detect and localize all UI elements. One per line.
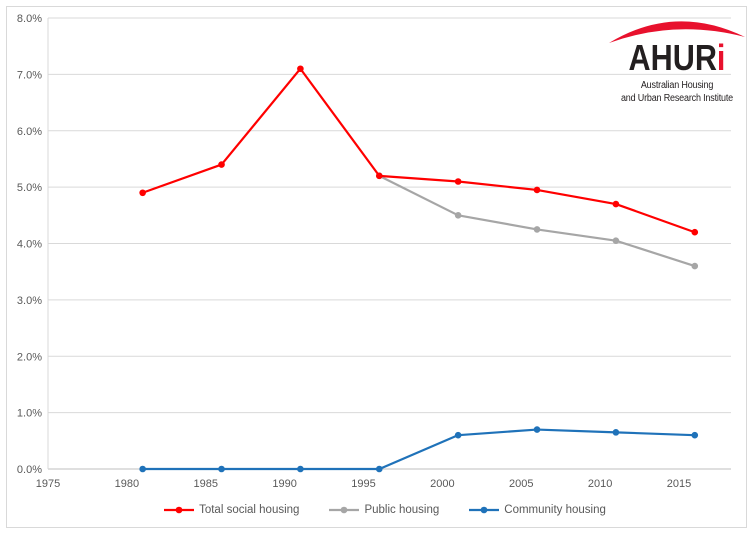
y-axis-tick-label: 1.0%	[17, 408, 42, 420]
x-axis-tick-label: 2010	[588, 478, 612, 490]
legend-label: Public housing	[364, 504, 440, 516]
y-axis-tick-label: 7.0%	[17, 69, 42, 81]
logo-arc-icon	[609, 21, 745, 43]
x-axis-tick-label: 1985	[194, 478, 218, 490]
y-axis-tick-label: 5.0%	[17, 182, 42, 194]
logo-tagline-line1: Australian Housing	[640, 80, 714, 91]
total-social-housing-point-marker	[454, 178, 462, 185]
community-housing-point-marker	[297, 465, 304, 473]
x-axis-tick-label: 1995	[351, 478, 375, 490]
community-housing-point-marker	[454, 431, 462, 439]
y-axis-tick-label: 0.0%	[17, 464, 42, 476]
y-axis-tick-label: 3.0%	[17, 295, 42, 307]
total-social-housing-point-marker	[139, 189, 146, 197]
legend-item-total-social-housing: Total social housing	[164, 504, 299, 516]
chart-figure	[6, 6, 747, 528]
x-axis-tick-label: 1980	[115, 478, 139, 490]
total-social-housing-point-marker	[533, 186, 541, 194]
ahuri-logo: AHURi Australian Housing and Urban Resea…	[605, 9, 749, 105]
total-social-housing-point-marker	[297, 65, 304, 73]
community-housing-point-marker	[139, 465, 146, 473]
public-housing-point-marker	[612, 237, 620, 244]
y-axis-tick-label: 6.0%	[17, 126, 42, 138]
y-axis-tick-label: 2.0%	[17, 351, 42, 363]
total-social-housing-point-marker	[612, 200, 620, 208]
total-social-housing-point-marker	[375, 172, 383, 180]
legend-line-marker-icon	[469, 506, 500, 514]
x-axis-tick-label: 2015	[667, 478, 691, 490]
chart-legend: Total social housing Public housing Comm…	[16, 499, 754, 521]
logo-brand-black: AHUR	[628, 37, 717, 78]
public-housing-point-marker	[691, 262, 699, 270]
community-housing-point-marker	[218, 465, 225, 473]
public-housing-point-marker	[454, 212, 462, 219]
x-axis-tick-label: 1990	[272, 478, 296, 490]
community-housing-point-marker	[533, 426, 541, 433]
public-housing-point-marker	[533, 226, 541, 233]
x-axis-tick-label: 2005	[509, 478, 533, 490]
legend-label: Community housing	[504, 504, 606, 516]
y-axis-tick-label: 4.0%	[17, 239, 42, 251]
x-axis-tick-label: 1975	[36, 478, 60, 490]
legend-line-marker-icon	[329, 506, 360, 514]
logo-tagline-line2: and Urban Research Institute	[620, 93, 734, 104]
community-housing-point-marker	[612, 429, 620, 436]
community-housing-point-marker	[375, 465, 383, 473]
legend-item-public-housing: Public housing	[329, 504, 439, 516]
total-social-housing-point-marker	[691, 228, 699, 236]
community-housing-point-marker	[691, 431, 699, 439]
x-axis-tick-label: 2000	[430, 478, 454, 490]
y-axis-tick-label: 8.0%	[17, 13, 42, 25]
logo-tagline: Australian Housing and Urban Research In…	[612, 79, 742, 105]
legend-label: Total social housing	[199, 504, 300, 516]
total-social-housing-point-marker	[218, 161, 225, 168]
logo-brand: AHURi	[616, 40, 738, 76]
legend-item-community-housing: Community housing	[469, 504, 606, 516]
logo-brand-red-i: i	[716, 37, 726, 78]
legend-line-marker-icon	[164, 506, 195, 514]
total-social-housing-line	[142, 67, 696, 234]
community-housing-line	[142, 428, 695, 471]
